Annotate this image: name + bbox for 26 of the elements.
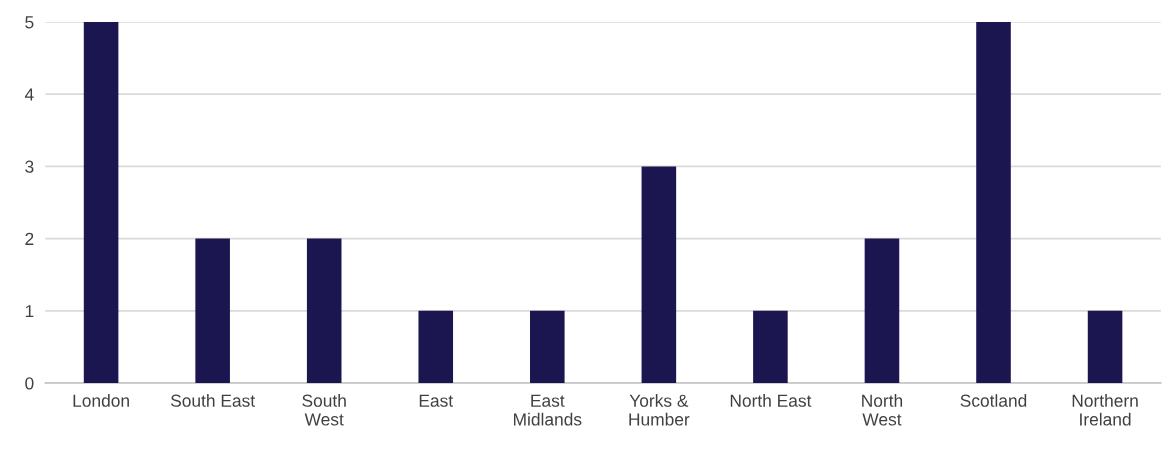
y-tick-label: 5 — [25, 16, 34, 29]
x-tick-label: Yorks & Humber — [629, 394, 690, 426]
x-tick-label: East Midlands — [513, 394, 582, 426]
bar — [83, 21, 119, 384]
x-tick-label: East — [419, 394, 453, 407]
y-tick-label: 0 — [25, 377, 34, 390]
bar — [641, 166, 677, 384]
bar — [864, 238, 900, 384]
y-tick-label: 1 — [25, 305, 34, 318]
y-tick-label: 2 — [25, 232, 34, 245]
x-tick-label: North East — [730, 394, 812, 407]
x-tick-label: London — [73, 394, 129, 407]
x-tick-label: Northern Ireland — [1072, 394, 1138, 426]
bar — [195, 238, 230, 384]
x-tick-label: Scotland — [960, 394, 1027, 407]
bar — [976, 21, 1011, 384]
bar — [530, 310, 565, 384]
y-tick-label: 3 — [25, 160, 34, 173]
bar — [1087, 310, 1123, 384]
bar — [306, 238, 342, 384]
x-tick-label: South West — [302, 394, 346, 426]
x-tick-label: North West — [862, 394, 903, 426]
bar — [418, 310, 454, 384]
bar — [753, 310, 788, 384]
y-tick-label: 4 — [24, 88, 34, 101]
x-tick-label: South East — [170, 394, 255, 407]
